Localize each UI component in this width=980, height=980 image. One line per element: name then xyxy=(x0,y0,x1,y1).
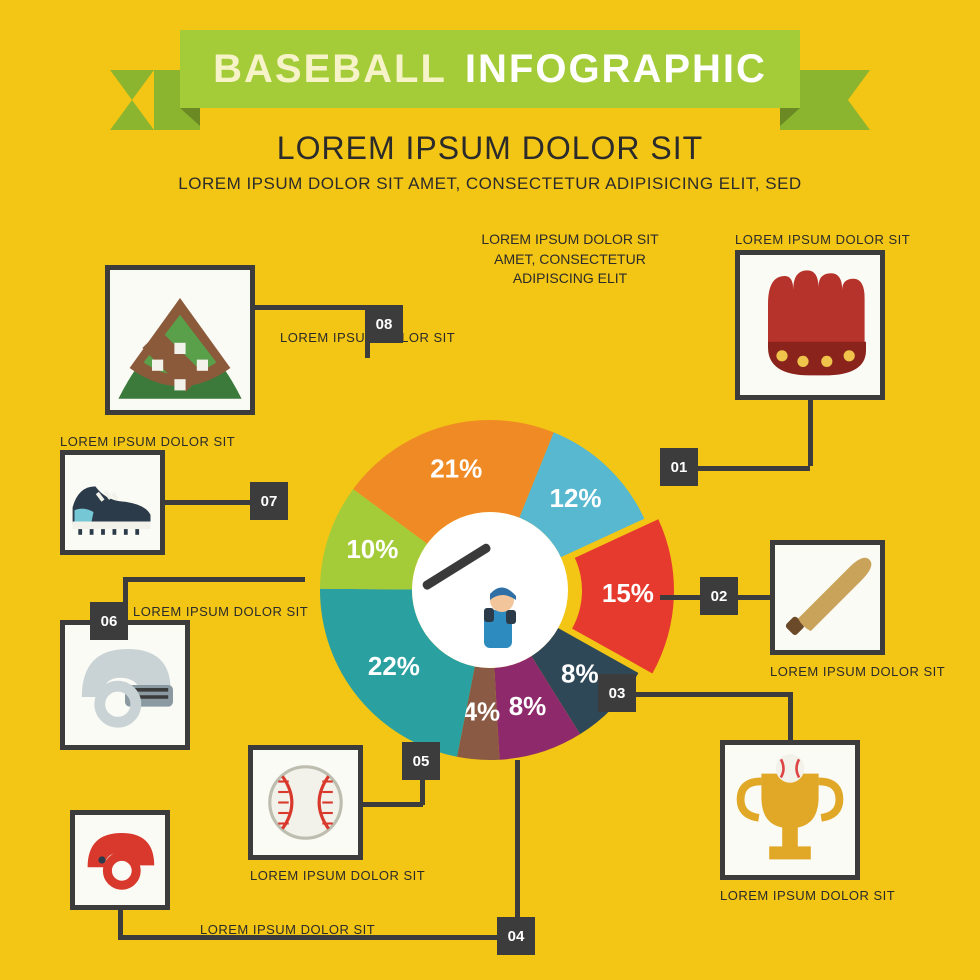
segment-badge-07: 07 xyxy=(250,482,288,520)
segment-badge-01: 01 xyxy=(660,448,698,486)
segment-label-04: 8% xyxy=(509,691,547,721)
segment-badge-04: 04 xyxy=(497,917,535,955)
segment-label-01: 12% xyxy=(549,483,601,513)
connector xyxy=(363,802,423,807)
title-ribbon: BASEBALL INFOGRAPHIC xyxy=(180,30,800,108)
icon-box-b04 xyxy=(70,810,170,910)
segment-badge-02: 02 xyxy=(700,577,738,615)
ribbon-fold-left xyxy=(180,108,200,126)
connector xyxy=(123,577,305,582)
segment-label-06: 22% xyxy=(368,651,420,681)
bat-icon xyxy=(775,545,880,650)
subtitle: LOREM IPSUM DOLOR SIT xyxy=(0,130,980,167)
connector xyxy=(808,400,813,466)
helmet-icon xyxy=(65,625,185,745)
segment-badge-03: 03 xyxy=(598,674,636,712)
connector xyxy=(255,305,365,310)
segment-caption: LOREM IPSUM DOLOR SIT xyxy=(770,664,945,679)
segment-label-07: 10% xyxy=(346,534,398,564)
icon-box-b03 xyxy=(720,740,860,880)
connector xyxy=(123,577,128,622)
segment-caption: LOREM IPSUM DOLOR SIT xyxy=(60,434,235,449)
chart-area: LOREM IPSUM DOLOR SITAMET, CONSECTETURAD… xyxy=(0,220,980,960)
segment-label-02: 15% xyxy=(602,578,654,608)
icon-box-b01 xyxy=(735,250,885,400)
connector xyxy=(788,692,793,742)
subtext: LOREM IPSUM DOLOR SIT AMET, CONSECTETUR … xyxy=(0,174,980,194)
donut-chart: 12% 15% 8% 8% 4% 22% 10% 21% xyxy=(280,380,700,800)
shoe-icon xyxy=(65,455,160,550)
ball-icon xyxy=(253,750,358,855)
trophy-icon xyxy=(725,745,855,875)
segment-badge-08: 08 xyxy=(365,305,403,343)
segment-label-05: 4% xyxy=(463,697,501,727)
icon-box-b07 xyxy=(60,450,165,555)
ribbon-center: BASEBALL INFOGRAPHIC xyxy=(180,30,800,108)
segment-caption: LOREM IPSUM DOLOR SIT xyxy=(250,868,425,883)
segment-badge-05: 05 xyxy=(402,742,440,780)
segment-label-03: 8% xyxy=(561,658,599,688)
icon-box-b08 xyxy=(105,265,255,415)
field-icon xyxy=(110,270,250,410)
infographic-canvas: BASEBALL INFOGRAPHIC LOREM IPSUM DOLOR S… xyxy=(0,0,980,980)
ribbon-fold-right xyxy=(780,108,800,126)
icon-box-b05 xyxy=(248,745,363,860)
segment-caption: LOREM IPSUM DOLOR SIT xyxy=(735,232,910,247)
title-word-1: BASEBALL xyxy=(213,47,447,92)
segment-label-08: 21% xyxy=(430,454,482,484)
top-note: LOREM IPSUM DOLOR SITAMET, CONSECTETURAD… xyxy=(460,230,680,289)
connector xyxy=(515,760,520,938)
segment-caption: LOREM IPSUM DOLOR SIT xyxy=(133,604,308,619)
icon-box-b02 xyxy=(770,540,885,655)
connector xyxy=(118,935,518,940)
segment-caption: LOREM IPSUM DOLOR SIT xyxy=(720,888,895,903)
glove-icon xyxy=(740,255,880,395)
title-word-2: INFOGRAPHIC xyxy=(465,47,767,92)
helmet2-icon xyxy=(75,815,165,905)
